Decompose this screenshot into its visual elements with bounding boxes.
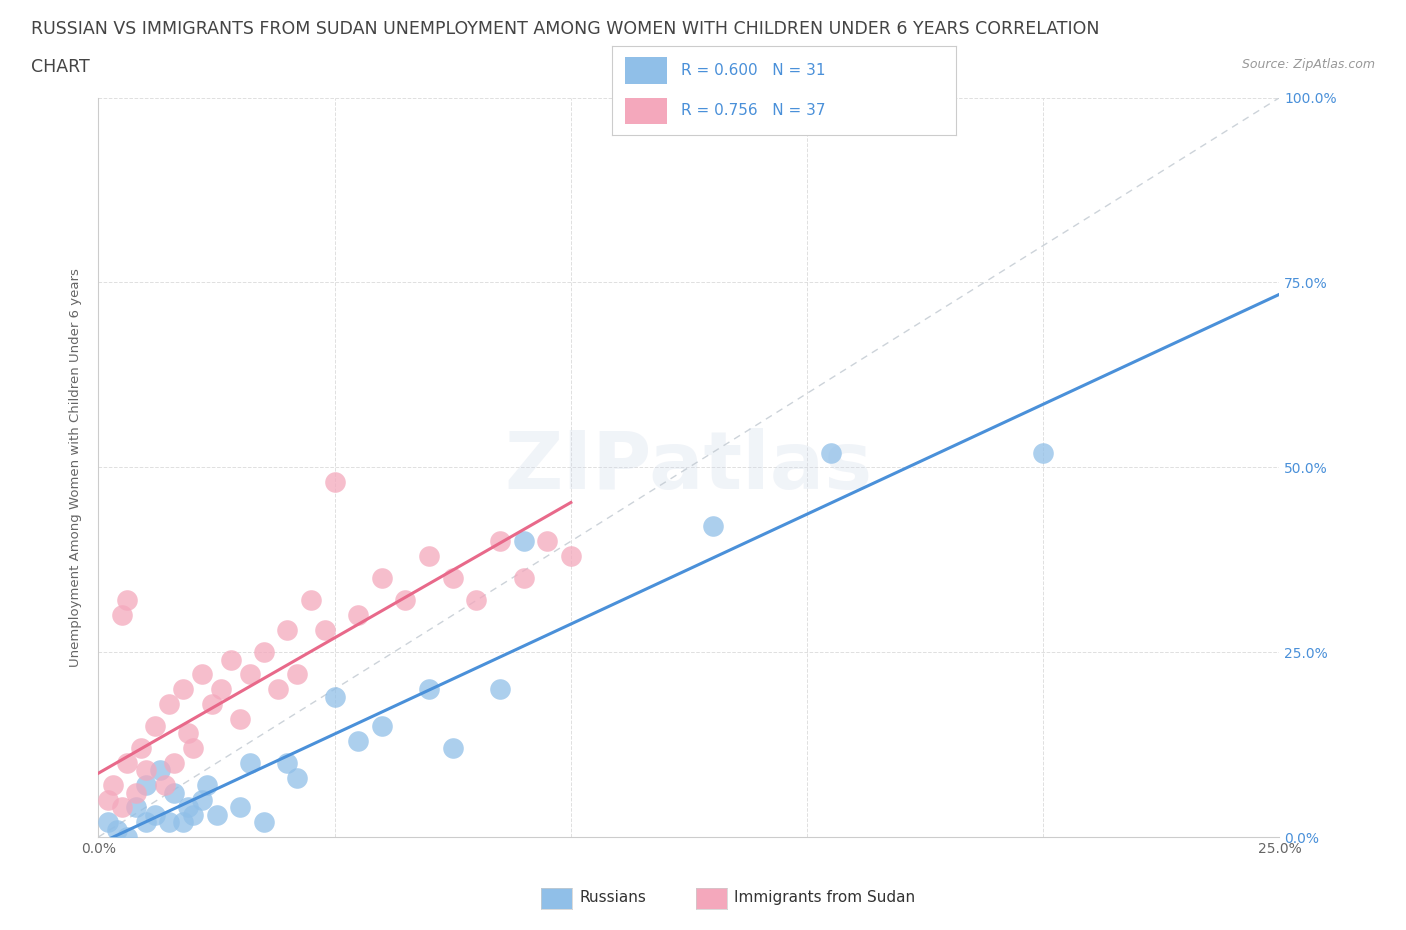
Point xyxy=(143,719,166,734)
Point xyxy=(177,726,200,741)
Point xyxy=(285,667,308,682)
Point xyxy=(135,763,157,777)
Point xyxy=(135,777,157,792)
Point xyxy=(125,785,148,800)
Point xyxy=(1032,445,1054,460)
Point xyxy=(323,689,346,704)
Y-axis label: Unemployment Among Women with Children Under 6 years: Unemployment Among Women with Children U… xyxy=(69,268,83,667)
Point xyxy=(418,682,440,697)
Point xyxy=(219,652,242,667)
Point xyxy=(229,711,252,726)
Point xyxy=(157,697,180,711)
Text: RUSSIAN VS IMMIGRANTS FROM SUDAN UNEMPLOYMENT AMONG WOMEN WITH CHILDREN UNDER 6 : RUSSIAN VS IMMIGRANTS FROM SUDAN UNEMPLO… xyxy=(31,20,1099,38)
Point xyxy=(143,807,166,822)
Point xyxy=(536,534,558,549)
Point xyxy=(512,571,534,586)
Point xyxy=(172,815,194,830)
Bar xyxy=(626,98,666,125)
Point xyxy=(489,682,512,697)
Point xyxy=(441,571,464,586)
Point xyxy=(209,682,232,697)
Point xyxy=(115,755,138,770)
Point xyxy=(177,800,200,815)
Point xyxy=(115,830,138,844)
Text: R = 0.756   N = 37: R = 0.756 N = 37 xyxy=(681,103,825,118)
Point xyxy=(267,682,290,697)
Text: R = 0.600   N = 31: R = 0.600 N = 31 xyxy=(681,63,825,78)
Text: Immigrants from Sudan: Immigrants from Sudan xyxy=(734,890,915,905)
Point xyxy=(820,445,842,460)
Point xyxy=(149,763,172,777)
Point xyxy=(394,593,416,608)
Point xyxy=(135,815,157,830)
Text: CHART: CHART xyxy=(31,58,90,75)
Point xyxy=(239,667,262,682)
Point xyxy=(323,474,346,489)
Point xyxy=(347,734,370,749)
Text: Russians: Russians xyxy=(579,890,647,905)
Point xyxy=(441,741,464,756)
Point xyxy=(347,608,370,623)
Point xyxy=(239,755,262,770)
Point xyxy=(489,534,512,549)
Bar xyxy=(626,57,666,84)
Point xyxy=(181,807,204,822)
Point xyxy=(371,571,394,586)
Point xyxy=(299,593,322,608)
Point xyxy=(201,697,224,711)
Point xyxy=(111,800,134,815)
Point xyxy=(285,770,308,785)
Point xyxy=(172,682,194,697)
Point xyxy=(129,741,152,756)
Point xyxy=(560,549,582,564)
Point xyxy=(418,549,440,564)
Point xyxy=(163,755,186,770)
Point xyxy=(97,815,120,830)
Point xyxy=(101,777,124,792)
Point xyxy=(229,800,252,815)
Point xyxy=(125,800,148,815)
Point xyxy=(205,807,228,822)
Point xyxy=(115,593,138,608)
Point xyxy=(702,519,724,534)
Point xyxy=(157,815,180,830)
Point xyxy=(253,815,276,830)
Point xyxy=(253,644,276,659)
Point xyxy=(276,622,298,637)
Text: ZIPatlas: ZIPatlas xyxy=(505,429,873,506)
Text: Source: ZipAtlas.com: Source: ZipAtlas.com xyxy=(1241,58,1375,71)
Point xyxy=(371,719,394,734)
Point xyxy=(111,608,134,623)
Point xyxy=(181,741,204,756)
Point xyxy=(163,785,186,800)
Point xyxy=(105,822,128,837)
Point xyxy=(97,792,120,807)
Point xyxy=(195,777,218,792)
Point xyxy=(820,113,842,127)
Point xyxy=(153,777,176,792)
Point xyxy=(191,667,214,682)
Point xyxy=(314,622,336,637)
Point xyxy=(191,792,214,807)
Point xyxy=(512,534,534,549)
Point xyxy=(276,755,298,770)
Point xyxy=(465,593,488,608)
